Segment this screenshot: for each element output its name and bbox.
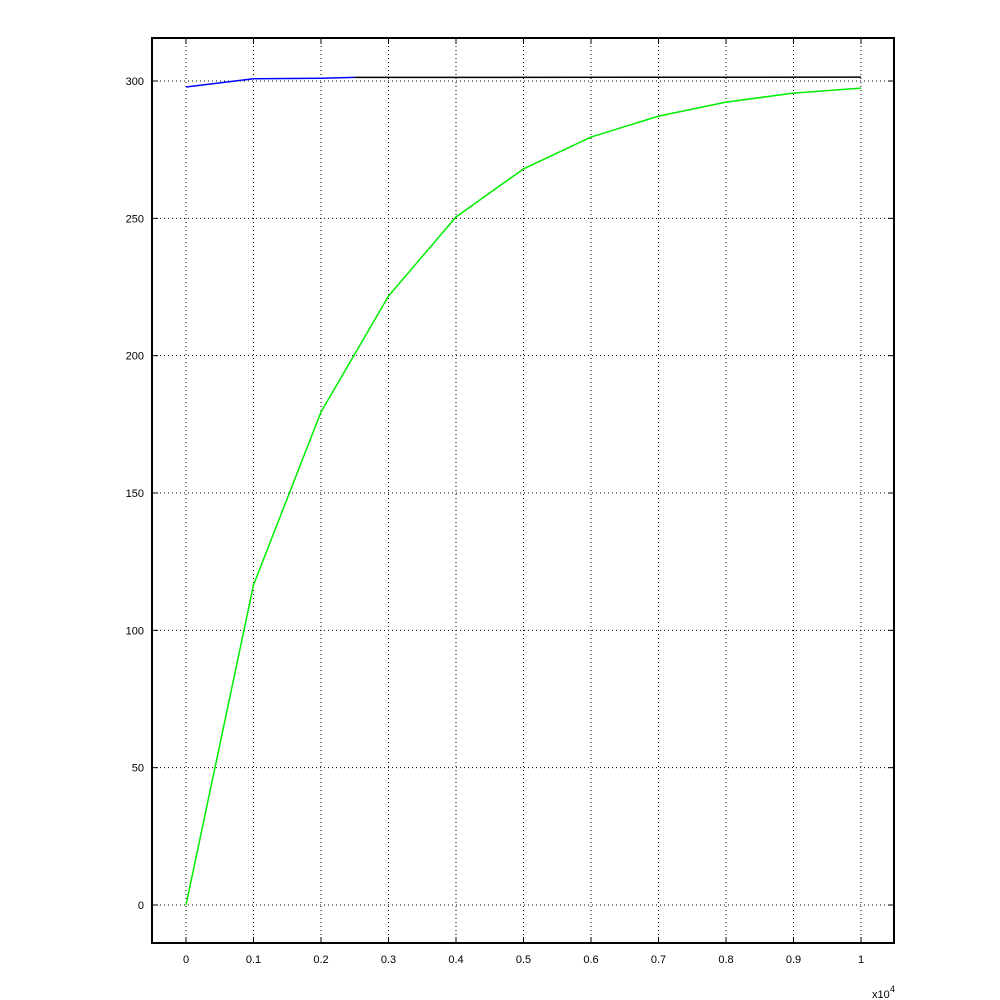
x-tick-label: 1 (858, 954, 864, 966)
y-tick-label: 100 (126, 625, 144, 637)
y-tick-label: 150 (126, 488, 144, 500)
x-tick-label: 0.7 (651, 954, 666, 966)
y-tick-label: 300 (126, 76, 144, 88)
x-tick-label: 0.2 (313, 954, 328, 966)
x-exponent-label: x10 (872, 989, 890, 1000)
x-tick-label: 0.6 (583, 954, 598, 966)
series-line-0 (185, 87, 862, 906)
plot-frame (151, 37, 895, 944)
x-tick-label: 0.3 (381, 954, 396, 966)
x-tick-label: 0.9 (786, 954, 801, 966)
y-tick-label: 200 (126, 351, 144, 363)
x-tick-label: 0.1 (246, 954, 261, 966)
x-tick-label: 0.8 (718, 954, 733, 966)
y-tick-label: 250 (126, 213, 144, 225)
x-tick-label: 0.5 (516, 954, 531, 966)
y-tick-label: 0 (138, 900, 144, 912)
x-tick-label: 0.4 (448, 954, 463, 966)
y-tick-label: 50 (132, 763, 144, 775)
x-exponent-power: 4 (890, 984, 895, 994)
x-tick-label: 0 (183, 954, 189, 966)
series-line-1 (185, 76, 355, 88)
